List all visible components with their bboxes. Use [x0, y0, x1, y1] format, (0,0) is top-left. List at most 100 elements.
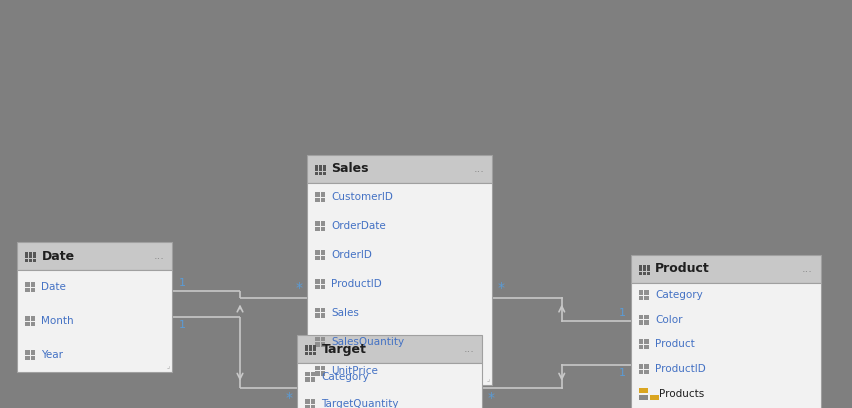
- Text: 1: 1: [619, 368, 625, 378]
- Bar: [26, 255, 28, 258]
- Text: Product: Product: [654, 262, 709, 275]
- Bar: [642, 264, 645, 268]
- Bar: [18, 242, 172, 270]
- Bar: [305, 404, 309, 408]
- Bar: [309, 348, 312, 351]
- Text: Category: Category: [654, 290, 702, 300]
- Bar: [319, 164, 322, 168]
- Text: Product: Product: [654, 339, 694, 349]
- Bar: [315, 172, 318, 175]
- Bar: [31, 350, 36, 355]
- Bar: [320, 366, 325, 370]
- Bar: [297, 363, 482, 408]
- Bar: [313, 344, 316, 348]
- Bar: [309, 344, 312, 348]
- Text: Color: Color: [654, 315, 682, 325]
- Bar: [315, 279, 320, 284]
- Bar: [630, 255, 820, 283]
- Bar: [320, 227, 325, 231]
- Text: ...: ...: [801, 264, 812, 274]
- Bar: [31, 288, 36, 292]
- Bar: [638, 272, 642, 275]
- Bar: [644, 339, 648, 344]
- Text: 1: 1: [178, 278, 185, 288]
- Bar: [638, 315, 642, 319]
- Bar: [646, 264, 649, 268]
- Bar: [638, 339, 642, 344]
- Bar: [320, 221, 325, 226]
- Bar: [29, 255, 32, 258]
- Text: *: *: [285, 390, 292, 405]
- Bar: [638, 370, 642, 374]
- Bar: [315, 227, 320, 231]
- Bar: [307, 155, 492, 183]
- Bar: [315, 337, 320, 341]
- Bar: [311, 399, 315, 404]
- Bar: [320, 313, 325, 318]
- Bar: [29, 251, 32, 255]
- Bar: [320, 250, 325, 255]
- Text: ⌟: ⌟: [166, 363, 170, 369]
- Text: Date: Date: [42, 250, 74, 262]
- Text: *: *: [497, 281, 504, 295]
- Bar: [315, 250, 320, 255]
- Bar: [320, 279, 325, 284]
- Text: Sales: Sales: [331, 162, 369, 175]
- Bar: [315, 221, 320, 226]
- Text: Products: Products: [659, 388, 704, 399]
- Bar: [315, 308, 320, 313]
- Bar: [31, 282, 36, 286]
- Text: TargetQuantity: TargetQuantity: [321, 399, 399, 408]
- Bar: [315, 193, 320, 197]
- Bar: [315, 366, 320, 370]
- Bar: [644, 364, 648, 368]
- Bar: [638, 388, 648, 392]
- Text: SalesQuantity: SalesQuantity: [331, 337, 404, 347]
- Text: Date: Date: [42, 282, 66, 292]
- Text: *: *: [487, 390, 494, 405]
- Bar: [644, 315, 648, 319]
- Bar: [320, 198, 325, 202]
- Bar: [644, 290, 648, 295]
- Bar: [320, 256, 325, 260]
- Bar: [309, 352, 312, 355]
- Bar: [320, 308, 325, 313]
- Text: ProductID: ProductID: [331, 279, 382, 289]
- Text: 1: 1: [619, 308, 625, 318]
- Bar: [630, 283, 820, 408]
- Bar: [315, 313, 320, 318]
- Text: ⌟: ⌟: [486, 376, 489, 382]
- Bar: [320, 284, 325, 289]
- Bar: [315, 256, 320, 260]
- Bar: [315, 342, 320, 347]
- Bar: [646, 272, 649, 275]
- Bar: [31, 322, 36, 326]
- Bar: [638, 364, 642, 368]
- Bar: [320, 371, 325, 376]
- Bar: [315, 169, 318, 171]
- Bar: [311, 372, 315, 376]
- Bar: [320, 193, 325, 197]
- Text: ...: ...: [153, 251, 164, 261]
- Bar: [26, 355, 30, 360]
- Bar: [638, 395, 648, 399]
- Bar: [638, 345, 642, 349]
- Bar: [644, 320, 648, 325]
- Bar: [26, 251, 28, 255]
- Text: OrderID: OrderID: [331, 250, 372, 260]
- Bar: [26, 282, 30, 286]
- Bar: [642, 268, 645, 271]
- Bar: [323, 164, 325, 168]
- Bar: [315, 284, 320, 289]
- Bar: [305, 344, 308, 348]
- Bar: [638, 264, 642, 268]
- Bar: [26, 288, 30, 292]
- Text: ProductID: ProductID: [654, 364, 705, 374]
- Text: ...: ...: [473, 164, 484, 174]
- Bar: [644, 296, 648, 300]
- Bar: [31, 316, 36, 321]
- Text: Sales: Sales: [331, 308, 359, 318]
- Bar: [33, 255, 36, 258]
- Text: ...: ...: [463, 344, 474, 354]
- Bar: [26, 322, 30, 326]
